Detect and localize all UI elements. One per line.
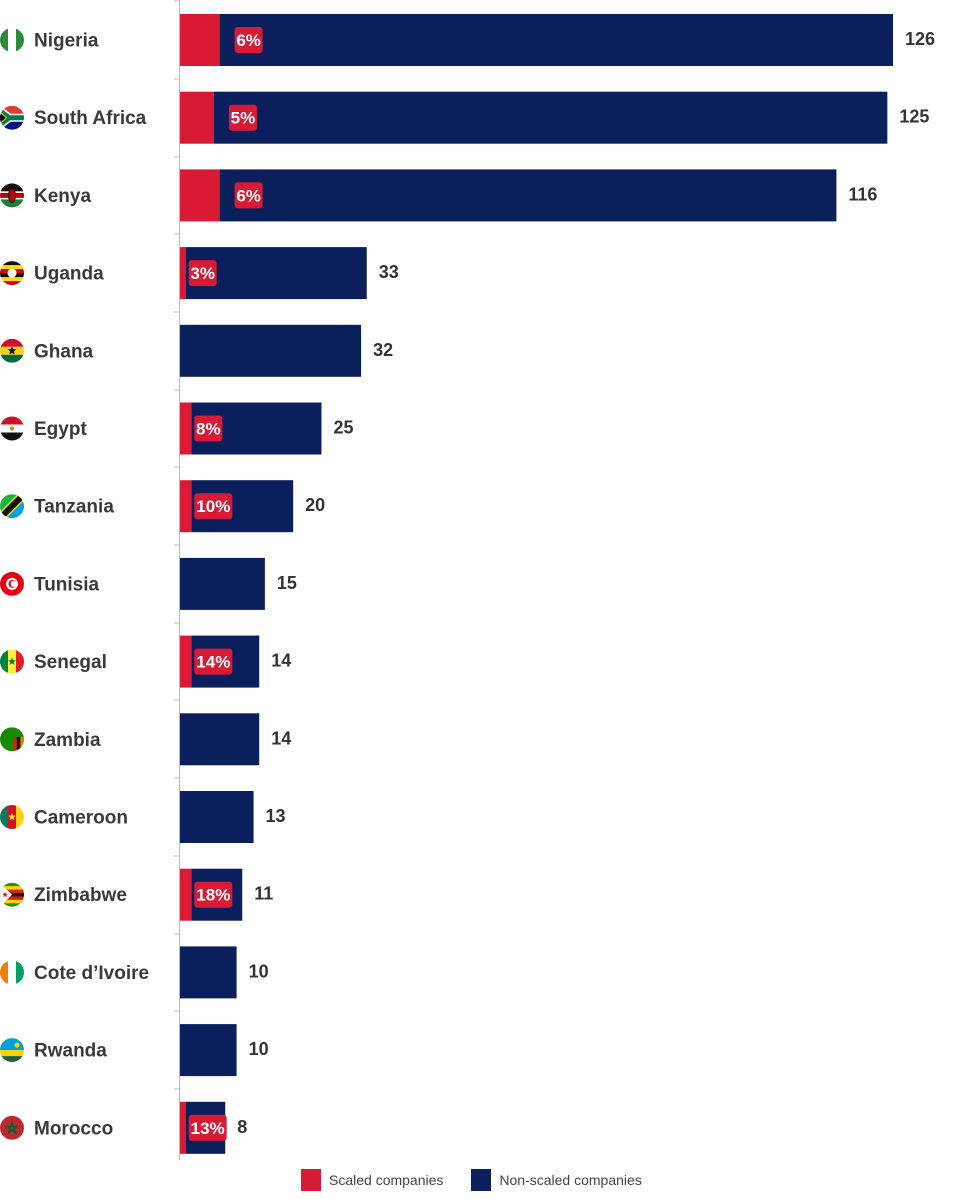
bar-scaled	[180, 480, 192, 533]
total-value-label: 116	[848, 184, 877, 204]
country-label: Cote d’Ivoire	[34, 963, 149, 984]
total-value-label: 14	[271, 728, 291, 748]
legend-item-scaled: Scaled companies	[301, 1169, 443, 1191]
bar-chart: Nigeria South Africa Kenya Uganda Ghana Egypt…	[0, 0, 935, 1160]
senegal-flag-icon	[0, 649, 24, 674]
flags-group	[0, 28, 24, 1140]
country-label: Zimbabwe	[34, 885, 127, 906]
scaled-share-label: 6%	[236, 186, 261, 205]
legend-label-scaled: Scaled companies	[329, 1172, 444, 1188]
total-value-label: 15	[277, 573, 297, 593]
tanzania-flag-icon	[0, 494, 24, 519]
legend-item-non-scaled: Non-scaled companies	[471, 1169, 642, 1191]
value-labels-group: 6% 126 5% 125 6% 116 3% 33 32 8% 25 10% 20 15 14% 14 14 1…	[188, 27, 935, 1141]
scaled-share-label: 13%	[191, 1119, 225, 1138]
scaled-share-badge: 6%	[234, 182, 263, 209]
total-value-label: 10	[249, 1039, 269, 1059]
egypt-flag-icon	[0, 416, 24, 441]
zimbabwe-flag-icon	[0, 882, 24, 907]
legend: Scaled companies Non-scaled companies	[301, 1168, 670, 1192]
bar-scaled	[180, 868, 192, 921]
bar-scaled	[180, 1101, 186, 1154]
country-label: Egypt	[34, 419, 87, 440]
scaled-share-label: 6%	[236, 31, 261, 50]
total-value-label: 13	[266, 806, 286, 826]
country-labels-group: Nigeria South Africa Kenya Uganda Ghana Egypt…	[34, 31, 149, 1140]
ghana-flag-icon	[0, 338, 24, 363]
scaled-share-label: 8%	[196, 420, 221, 439]
country-label: Nigeria	[34, 31, 99, 52]
bar-non-scaled	[219, 14, 894, 66]
nigeria-flag-icon	[0, 28, 24, 52]
country-label: Kenya	[34, 186, 91, 207]
total-value-label: 125	[899, 107, 929, 127]
bar-non-scaled	[180, 557, 265, 610]
bar-scaled	[180, 247, 186, 300]
total-value-label: 126	[905, 29, 935, 49]
bar-non-scaled	[180, 946, 237, 999]
country-label: Ghana	[34, 341, 94, 362]
legend-swatch-scaled	[301, 1169, 321, 1191]
total-value-label: 10	[249, 961, 269, 981]
cameroon-flag-icon	[0, 805, 24, 829]
bar-non-scaled	[180, 324, 362, 377]
total-value-label: 14	[271, 651, 291, 671]
uganda-flag-icon	[0, 261, 24, 286]
morocco-flag-icon	[0, 1115, 24, 1140]
scaled-share-label: 10%	[196, 497, 230, 516]
rwanda-flag-icon	[0, 1038, 24, 1063]
scaled-share-badge: 14%	[194, 648, 233, 675]
total-value-label: 11	[254, 884, 273, 904]
kenya-flag-icon	[0, 183, 24, 208]
total-value-label: 25	[333, 418, 353, 438]
scaled-share-label: 14%	[196, 653, 230, 672]
scaled-share-badge: 18%	[194, 881, 233, 908]
total-value-label: 8	[237, 1117, 247, 1137]
total-value-label: 33	[379, 262, 399, 282]
tunisia-flag-icon	[0, 571, 24, 596]
scaled-share-badge: 5%	[228, 104, 257, 131]
country-label: Tanzania	[34, 497, 114, 518]
legend-label-non-scaled: Non-scaled companies	[499, 1172, 642, 1188]
country-label: Zambia	[34, 730, 101, 751]
country-label: Tunisia	[34, 574, 100, 595]
bar-non-scaled	[180, 791, 254, 843]
country-label: Uganda	[34, 264, 104, 285]
country-label: South Africa	[34, 108, 147, 129]
scaled-share-badge: 10%	[194, 493, 233, 520]
bar-non-scaled	[180, 1024, 237, 1077]
scaled-share-label: 18%	[196, 886, 230, 905]
cote-divoire-flag-icon	[0, 960, 24, 985]
total-value-label: 20	[305, 495, 325, 515]
scaled-share-badge: 8%	[194, 415, 223, 442]
legend-swatch-non-scaled	[471, 1169, 492, 1191]
bar-scaled	[180, 14, 220, 66]
bar-scaled	[180, 635, 192, 688]
bar-scaled	[180, 91, 214, 144]
bar-non-scaled	[180, 713, 260, 766]
bar-scaled	[180, 169, 220, 222]
south-africa-flag-icon	[0, 105, 24, 130]
bar-scaled	[180, 402, 192, 455]
bar-non-scaled	[213, 91, 888, 144]
total-value-label: 32	[373, 340, 393, 360]
scaled-share-badge: 3%	[188, 260, 217, 287]
scaled-share-badge: 13%	[188, 1114, 227, 1141]
country-label: Morocco	[34, 1118, 113, 1139]
axis-group	[174, 0, 180, 1160]
bar-non-scaled	[219, 169, 837, 222]
country-label: Cameroon	[34, 808, 128, 829]
country-label: Senegal	[34, 652, 107, 673]
country-label: Rwanda	[34, 1041, 107, 1062]
scaled-share-label: 5%	[231, 109, 256, 128]
zambia-flag-icon	[0, 727, 24, 752]
scaled-share-label: 3%	[190, 264, 215, 283]
scaled-share-badge: 6%	[234, 27, 263, 53]
